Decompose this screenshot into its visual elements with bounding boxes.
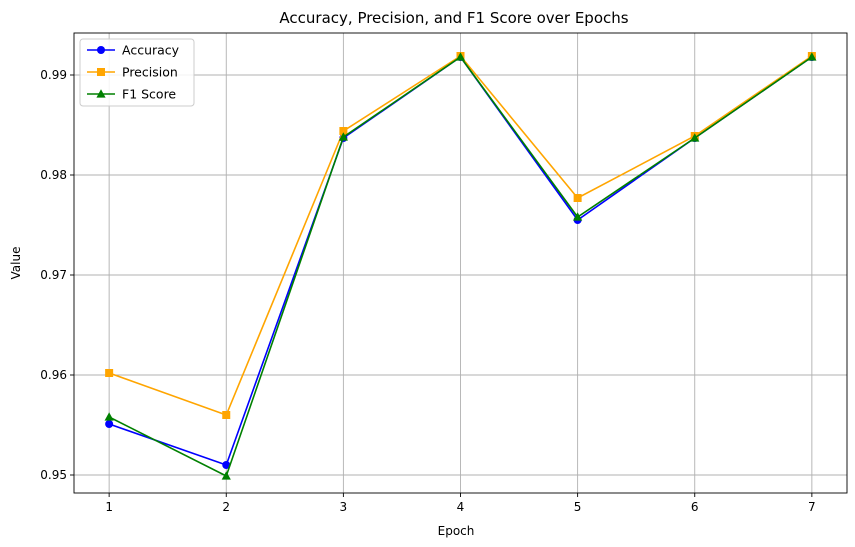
legend: Accuracy Precision F1 Score	[79, 38, 195, 107]
legend-label: F1 Score	[122, 87, 176, 102]
data-point	[105, 369, 114, 377]
y-tick-label: 0.96	[40, 368, 67, 382]
data-point	[573, 194, 582, 202]
data-point	[338, 132, 348, 141]
y-tick-label: 0.95	[40, 468, 67, 482]
legend-marker	[96, 89, 106, 98]
data-point	[807, 52, 817, 61]
x-tick-label: 6	[691, 500, 699, 514]
axis-ticks: 1 2 3 4 5 6 7 0.95 0.96 0.97 0.98 0.99	[40, 68, 815, 514]
chart-title: Accuracy, Precision, and F1 Score over E…	[279, 9, 628, 27]
y-axis-label: Value	[9, 247, 23, 280]
series-layer	[104, 52, 817, 480]
y-tick-label: 0.99	[40, 68, 67, 82]
legend-box	[79, 38, 195, 107]
x-tick-label: 4	[457, 500, 465, 514]
legend-label: Accuracy	[122, 43, 180, 58]
data-point	[455, 52, 466, 61]
data-point	[105, 420, 114, 428]
legend-label: Precision	[122, 65, 178, 80]
data-point	[222, 461, 231, 469]
legend-marker	[97, 46, 105, 54]
x-axis-label: Epoch	[438, 524, 475, 538]
data-point	[104, 412, 114, 421]
x-tick-label: 1	[105, 500, 113, 514]
x-tick-label: 7	[808, 500, 816, 514]
legend-marker	[97, 68, 105, 76]
y-tick-label: 0.98	[40, 168, 67, 182]
data-point	[221, 471, 231, 480]
data-point	[339, 127, 348, 135]
grid-lines	[74, 33, 847, 493]
x-tick-label: 5	[574, 500, 582, 514]
x-tick-label: 3	[340, 500, 348, 514]
plot-frame	[73, 32, 848, 494]
data-point	[222, 411, 231, 419]
y-tick-label: 0.97	[40, 268, 67, 282]
series-f1-score	[104, 52, 817, 480]
x-tick-label: 2	[222, 500, 230, 514]
data-point	[690, 133, 700, 142]
data-point	[573, 212, 583, 221]
